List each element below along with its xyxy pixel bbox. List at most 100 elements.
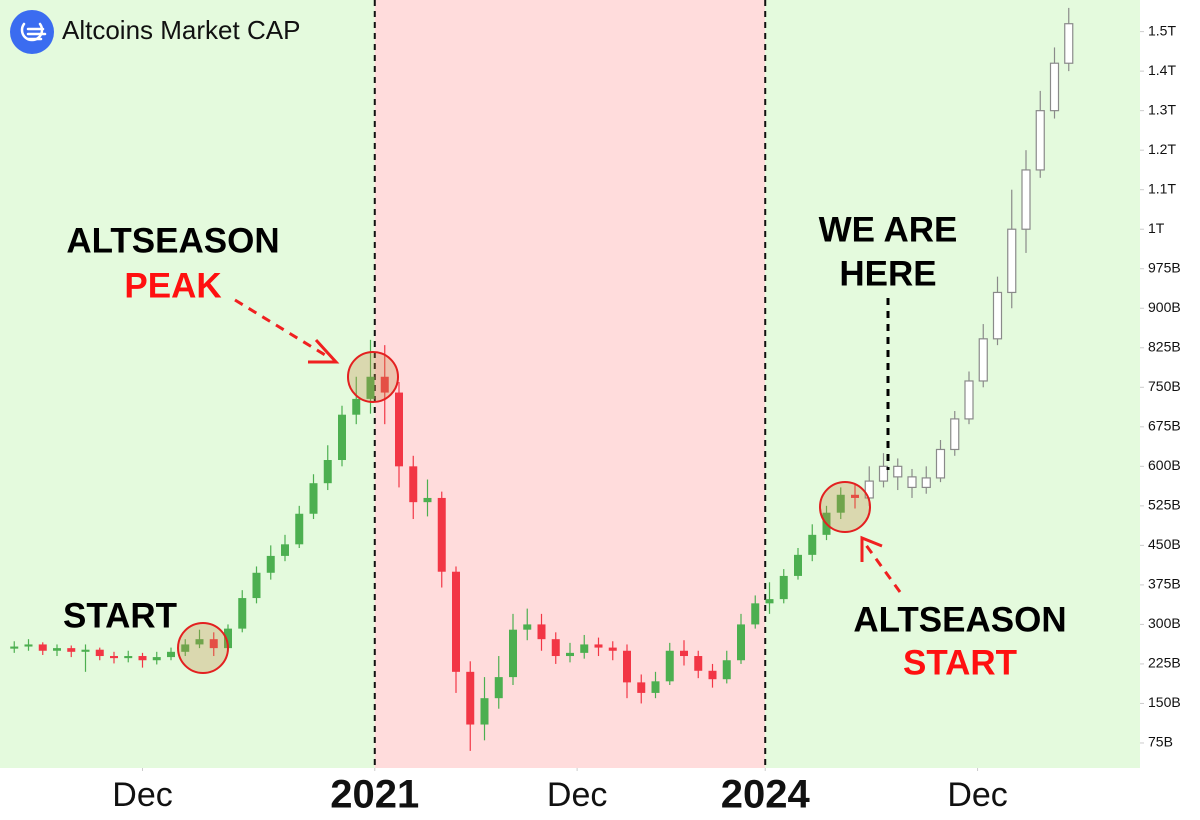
regions — [0, 0, 1140, 768]
y-tick-label: 1.3T — [1148, 101, 1176, 117]
y-tick-label: 675B — [1148, 418, 1181, 434]
candle-body — [266, 555, 275, 573]
annotation: ALTSEASON — [853, 600, 1066, 639]
candle-body — [466, 671, 475, 725]
x-tick-label: 2021 — [330, 773, 419, 817]
candle-body — [509, 629, 517, 678]
candle-body — [181, 644, 190, 652]
candle-body — [252, 572, 261, 599]
candle-body — [523, 624, 532, 630]
candle-body — [295, 513, 304, 545]
candle-body — [765, 599, 774, 604]
candle-body — [921, 477, 931, 489]
y-tick-label: 75B — [1148, 734, 1173, 750]
candle-body — [708, 670, 717, 680]
candle-body — [637, 682, 646, 693]
candle-body — [680, 650, 688, 657]
candle-body — [794, 554, 802, 576]
candle-body — [380, 376, 389, 393]
candle-body — [494, 677, 503, 699]
x-tick-label: Dec — [547, 776, 607, 814]
candle-body — [1021, 169, 1031, 230]
candle-body — [323, 460, 332, 484]
highlight-circle — [819, 481, 871, 533]
annotation: START — [63, 596, 177, 635]
x-tick-label: Dec — [947, 776, 1007, 814]
candle-body — [238, 598, 247, 629]
candle-body — [551, 639, 560, 657]
y-tick-label: 1.2T — [1148, 141, 1176, 157]
y-tick-label: 375B — [1148, 576, 1181, 592]
chart-title: Altcoins Market CAP — [62, 15, 300, 45]
y-tick-label: 750B — [1148, 378, 1181, 394]
candle-body — [878, 465, 889, 482]
candle-body — [167, 651, 175, 658]
candle-body — [24, 644, 33, 647]
arrow — [864, 544, 902, 593]
candle-body — [423, 497, 432, 503]
candle-body — [124, 656, 133, 659]
candle-body — [81, 649, 90, 652]
candle-body — [623, 650, 631, 683]
candle-body — [935, 448, 946, 479]
candle-body — [722, 660, 731, 680]
candle-body — [992, 291, 1003, 340]
candle-body — [665, 650, 674, 682]
candle-body — [209, 639, 218, 649]
arrows — [234, 298, 902, 593]
y-tick-label: 600B — [1148, 457, 1181, 473]
candle-body — [452, 571, 460, 672]
arrow — [234, 298, 331, 360]
y-tick-label: 975B — [1148, 259, 1181, 275]
candle-body — [338, 414, 346, 461]
candle-body — [281, 544, 289, 556]
candle-body — [110, 656, 118, 659]
y-tick-label: 900B — [1148, 299, 1181, 315]
candle-body — [964, 380, 974, 420]
candle-body — [950, 418, 960, 451]
candle-body — [224, 628, 232, 649]
candle-body — [737, 624, 745, 661]
candle-body — [851, 494, 859, 498]
annotation: HERE — [839, 254, 936, 293]
arrowhead — [308, 338, 340, 364]
header: Altcoins Market CAP — [10, 10, 300, 54]
y-tick-label: 225B — [1148, 655, 1181, 671]
candle-body — [779, 575, 788, 600]
x-tick-label: 2024 — [721, 773, 811, 817]
candle-body — [608, 647, 617, 651]
candle-body — [480, 698, 489, 725]
candle-body — [808, 534, 817, 555]
annotation: ALTSEASON — [66, 221, 279, 260]
candle-body — [366, 376, 375, 399]
candle-body — [395, 392, 403, 467]
candle-body — [138, 656, 147, 661]
candle-body — [95, 649, 104, 657]
candle-body — [152, 657, 161, 661]
candle-body — [1035, 110, 1045, 171]
candle-body — [67, 648, 76, 652]
candle-body — [53, 648, 61, 651]
plot — [10, 7, 1074, 751]
candle-body — [409, 466, 418, 503]
candle-body — [694, 656, 703, 671]
candle-body — [1064, 23, 1074, 64]
candle-body — [537, 624, 546, 640]
logo — [10, 10, 54, 54]
y-tick-label: 1.1T — [1148, 180, 1176, 196]
region — [765, 0, 1140, 768]
y-tick-label: 825B — [1148, 338, 1181, 354]
candle-body — [893, 465, 903, 478]
y-tick-label: 1T — [1148, 220, 1165, 236]
candle-body — [10, 646, 19, 649]
highlight-circle — [177, 622, 229, 674]
y-tick-label: 150B — [1148, 694, 1181, 710]
candle-body — [309, 483, 318, 514]
region — [374, 0, 766, 768]
axes: 75B 150B 225B 300B 375B 450B 525B 600B 675B 750B 8… — [112, 22, 1180, 816]
annotation: WE ARE — [819, 210, 958, 249]
logo-icon — [20, 22, 47, 42]
candle-body — [594, 644, 603, 648]
candle-body — [751, 603, 760, 625]
annotation: START — [903, 643, 1017, 682]
